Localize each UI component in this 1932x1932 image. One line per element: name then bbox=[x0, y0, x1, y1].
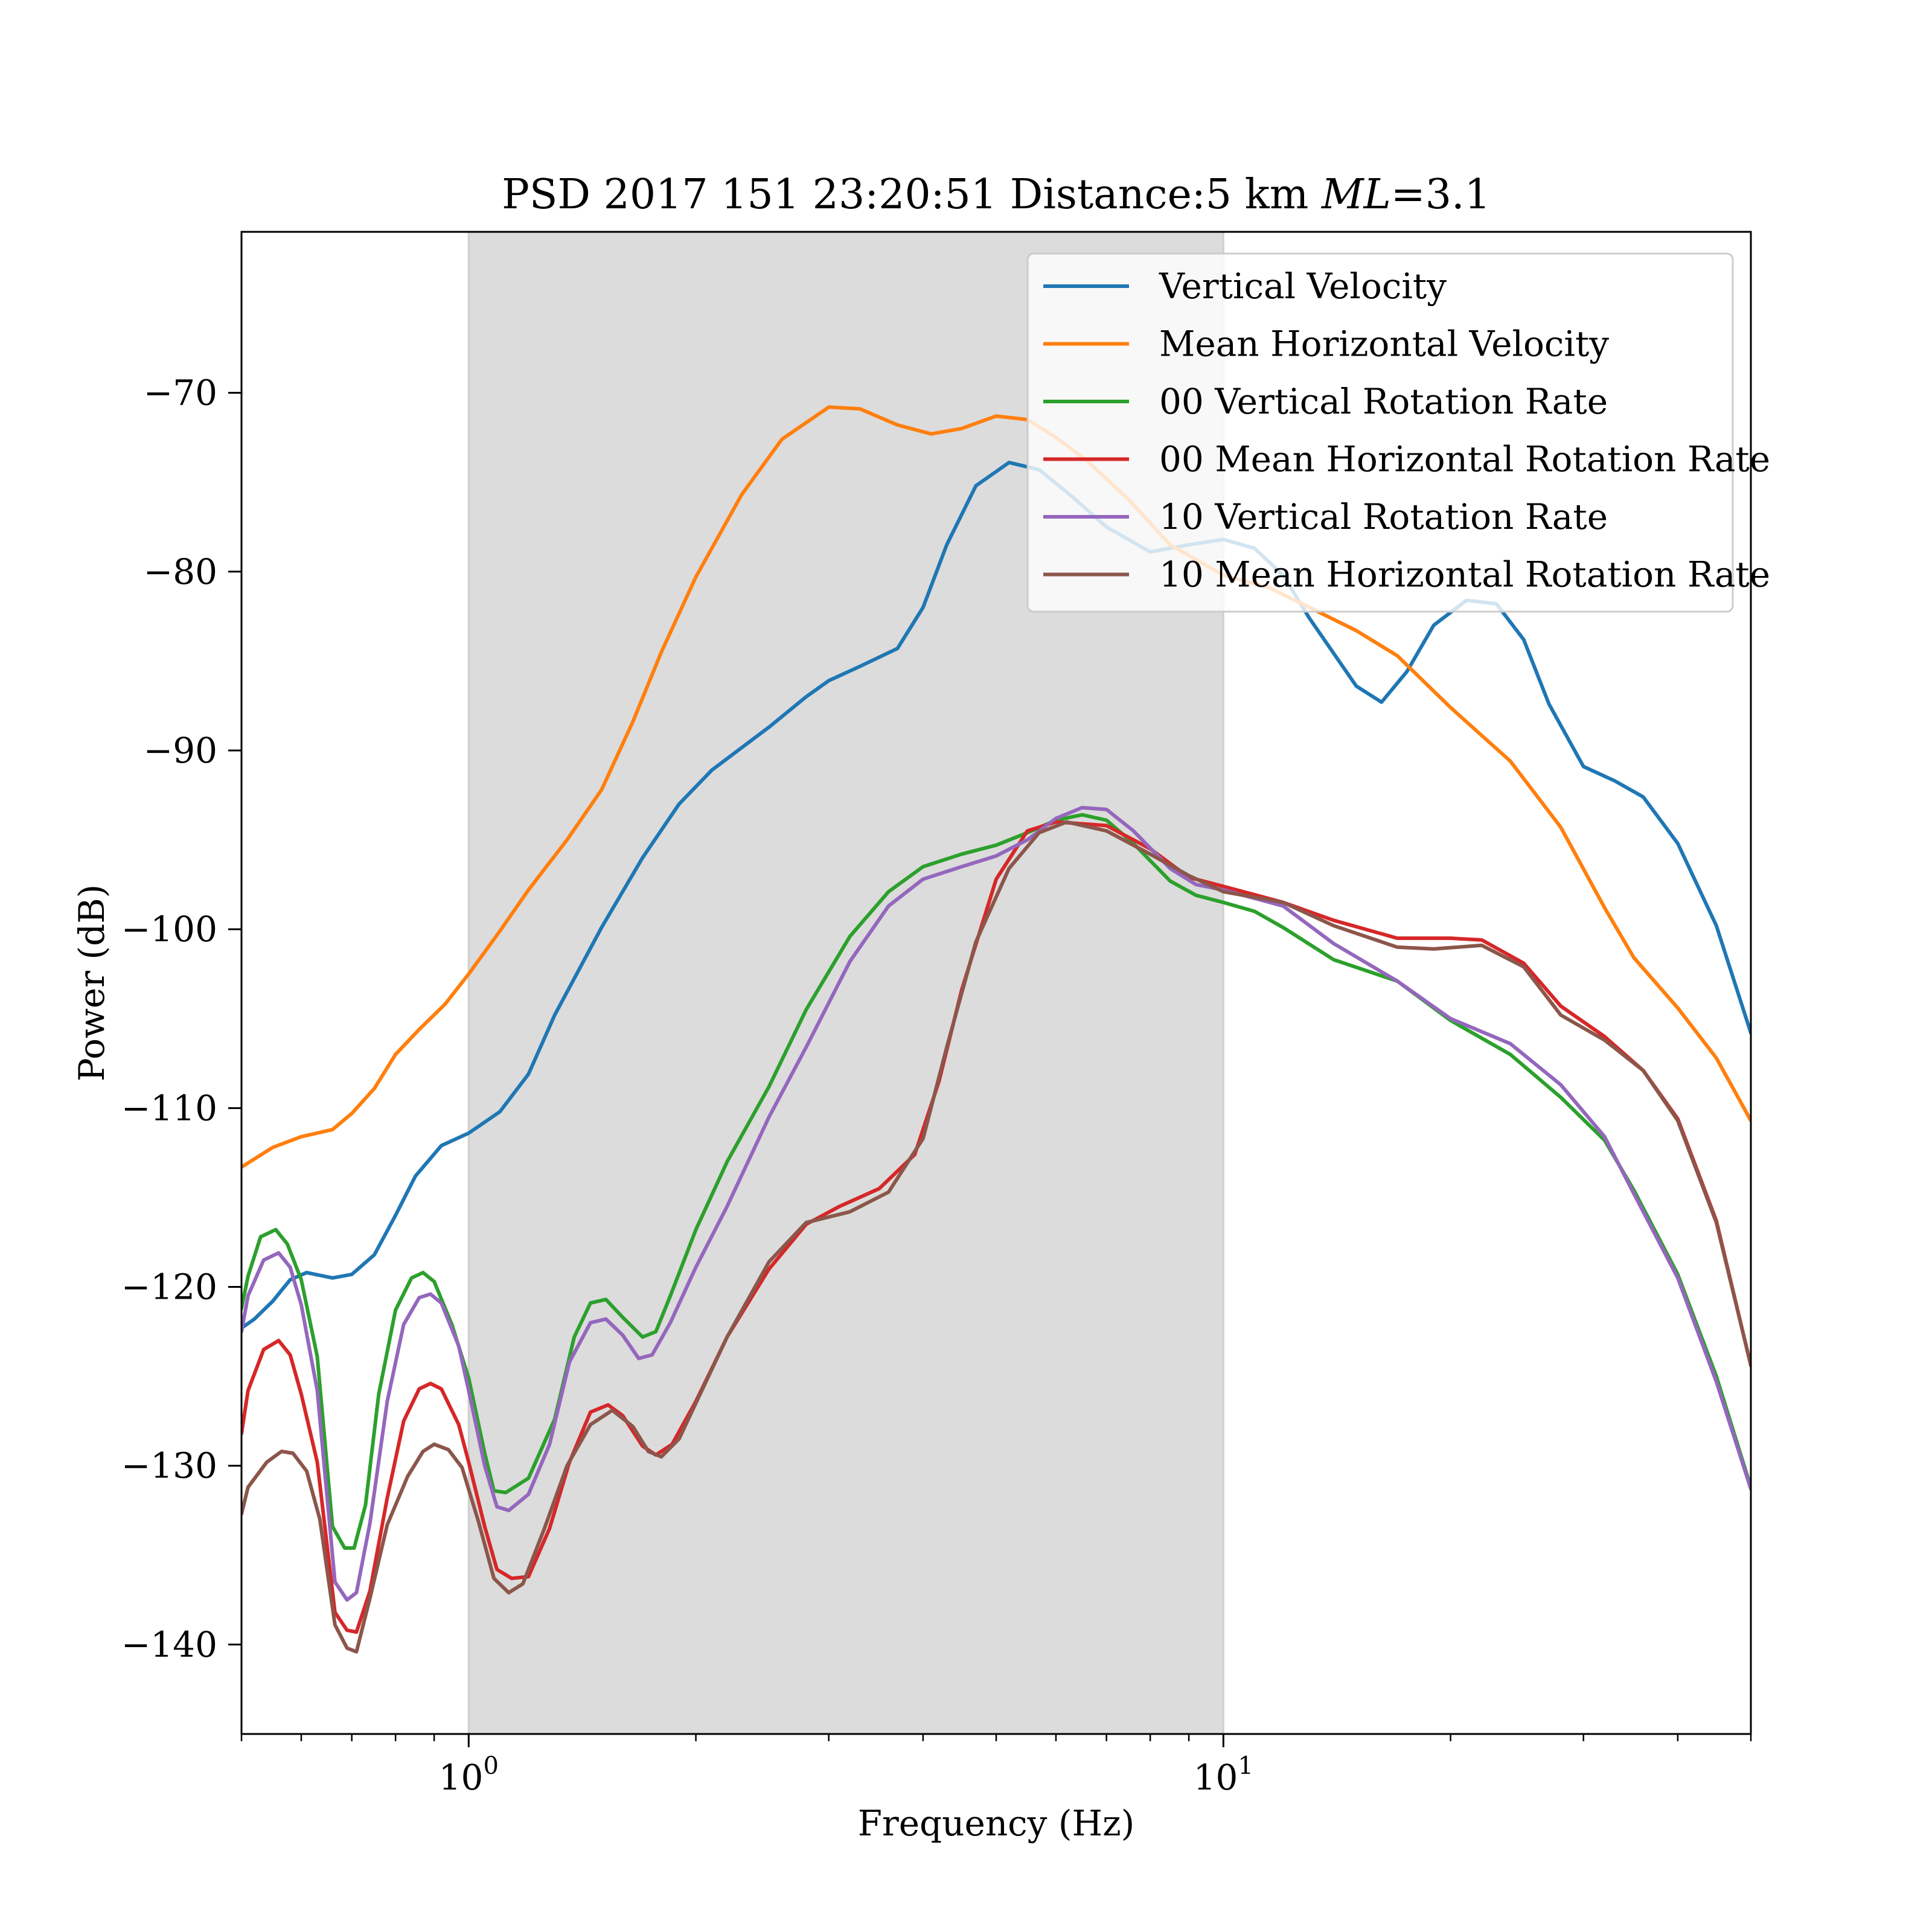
y-tick-label: −140 bbox=[121, 1624, 217, 1665]
x-axis-ticks: 100 101 bbox=[240, 1734, 1752, 1798]
series-line-2 bbox=[242, 405, 1751, 1169]
series-line-4 bbox=[242, 820, 1751, 1634]
y-tick-label: −120 bbox=[121, 1267, 217, 1308]
series-line-6 bbox=[242, 820, 1751, 1654]
legend-label: 10 Vertical Rotation Rate bbox=[1159, 496, 1608, 537]
legend-label: Mean Horizontal Velocity bbox=[1159, 324, 1609, 365]
legend-box bbox=[1026, 252, 1734, 613]
legend-label: 00 Vertical Rotation Rate bbox=[1159, 381, 1608, 422]
series-line-5 bbox=[242, 805, 1751, 1602]
chart-title: PSD 2017 151 23:20:51 Distance:5 km ML=3… bbox=[502, 171, 1491, 219]
legend-label: Vertical Velocity bbox=[1159, 266, 1447, 307]
legend-label: 10 Mean Horizontal Rotation Rate bbox=[1159, 554, 1770, 595]
legend-label: 00 Mean Horizontal Rotation Rate bbox=[1159, 439, 1770, 480]
y-tick-label: −90 bbox=[144, 730, 217, 771]
chart-title-suffix: =3.1 bbox=[1391, 171, 1491, 219]
y-tick-label: −110 bbox=[121, 1087, 217, 1128]
y-tick-label: −130 bbox=[121, 1445, 217, 1486]
x-tick-label: 100 bbox=[439, 1752, 499, 1798]
x-tick-label: 101 bbox=[1194, 1752, 1253, 1798]
chart-title-text: PSD 2017 151 23:20:51 Distance:5 km bbox=[502, 171, 1322, 219]
y-tick-label: −80 bbox=[144, 551, 217, 592]
chart-title-math: ML bbox=[1320, 171, 1391, 219]
x-axis-label: Frequency (Hz) bbox=[858, 1803, 1135, 1844]
y-axis-ticks: −70 −80 −90 −100 −110 −120 −130 −140 bbox=[121, 373, 242, 1665]
y-axis-label: Power (dB) bbox=[71, 884, 112, 1082]
y-tick-label: −70 bbox=[144, 373, 217, 414]
legend: Vertical Velocity Mean Horizontal Velocit… bbox=[1026, 252, 1770, 613]
series-line-3 bbox=[242, 813, 1751, 1550]
y-tick-label: −100 bbox=[121, 909, 217, 950]
